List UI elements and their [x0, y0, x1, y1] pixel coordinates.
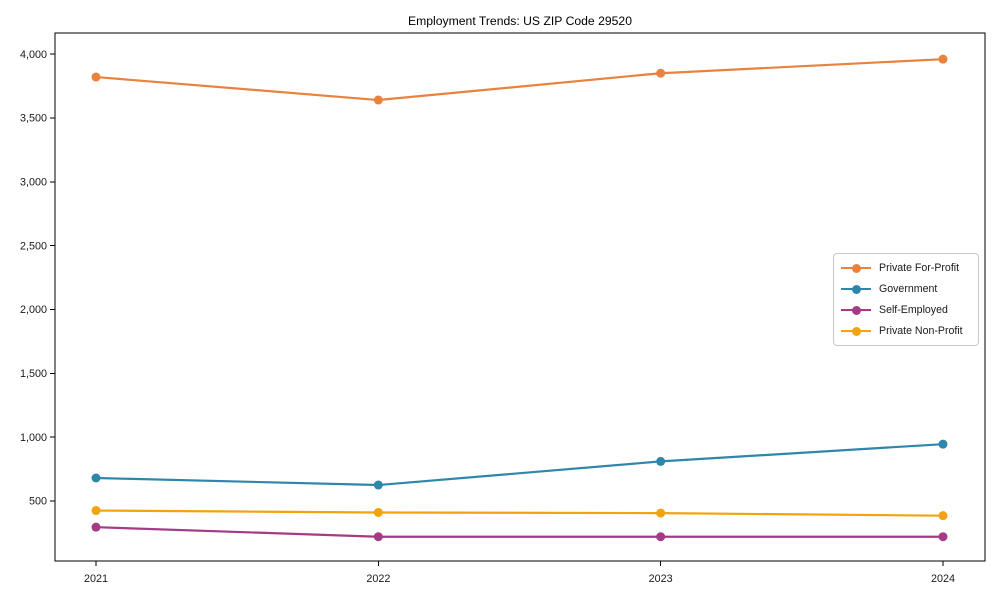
series-layer	[91, 54, 948, 542]
series-line-private-for-profit	[94, 58, 945, 102]
series-line-self-employed	[94, 526, 945, 538]
data-point-private-for-profit-2023	[656, 68, 666, 78]
x-tick-label: 2021	[84, 573, 108, 585]
data-point-private-for-profit-2021	[91, 72, 101, 82]
legend-label: Self-Employed	[879, 304, 948, 316]
x-tick-label: 2022	[366, 573, 390, 585]
data-point-government-2023	[656, 456, 666, 466]
legend-item-government: Government	[841, 279, 971, 299]
data-point-private-non-profit-2021	[91, 506, 101, 516]
y-tick-label: 1,000	[20, 432, 47, 444]
legend-label: Private For-Profit	[879, 262, 960, 274]
legend-marker-icon	[841, 263, 871, 273]
y-tick-label: 3,000	[20, 176, 47, 188]
data-point-private-for-profit-2022	[373, 95, 383, 105]
legend-label: Private Non-Profit	[879, 325, 963, 337]
chart-title: Employment Trends: US ZIP Code 29520	[408, 14, 632, 28]
data-point-private-for-profit-2024	[938, 54, 948, 64]
legend-dot	[851, 326, 861, 336]
series-line-government	[94, 443, 945, 487]
y-tick-label: 2,000	[20, 304, 47, 316]
legend-dot	[851, 305, 861, 315]
legend-marker-icon	[841, 326, 871, 336]
data-point-government-2021	[91, 473, 101, 483]
legend-item-private-non-profit: Private Non-Profit	[841, 321, 971, 341]
chart-legend: Private For-Profit Government Self-Employe…	[833, 253, 979, 346]
legend-label: Government	[879, 283, 938, 295]
series-line-private-non-profit	[94, 509, 945, 517]
y-tick-label: 3,500	[20, 113, 47, 125]
legend-item-self-employed: Self-Employed	[841, 300, 971, 320]
data-point-government-2024	[938, 439, 948, 449]
data-point-self-employed-2023	[656, 532, 666, 542]
data-point-self-employed-2021	[91, 522, 101, 532]
legend-marker-icon	[841, 305, 871, 315]
plot-frame	[54, 32, 986, 562]
data-point-self-employed-2024	[938, 532, 948, 542]
data-point-government-2022	[373, 480, 383, 490]
data-point-private-non-profit-2024	[938, 511, 948, 521]
y-tick-label: 4,000	[20, 49, 47, 61]
x-tick-label: 2024	[931, 573, 955, 585]
legend-dot	[851, 263, 861, 273]
legend-dot	[851, 284, 861, 294]
y-tick-label: 2,500	[20, 240, 47, 252]
data-point-private-non-profit-2023	[656, 508, 666, 518]
y-tick-label: 1,500	[20, 368, 47, 380]
y-tick-label: 500	[29, 496, 47, 508]
legend-item-private-for-profit: Private For-Profit	[841, 258, 971, 278]
x-tick-label: 2023	[649, 573, 673, 585]
data-point-self-employed-2022	[373, 532, 383, 542]
data-point-private-non-profit-2022	[373, 507, 383, 517]
legend-marker-icon	[841, 284, 871, 294]
axes-layer: 500 1,000 1,500 2,000 2,500 3,000 3,500 4,000 20…	[20, 32, 986, 585]
